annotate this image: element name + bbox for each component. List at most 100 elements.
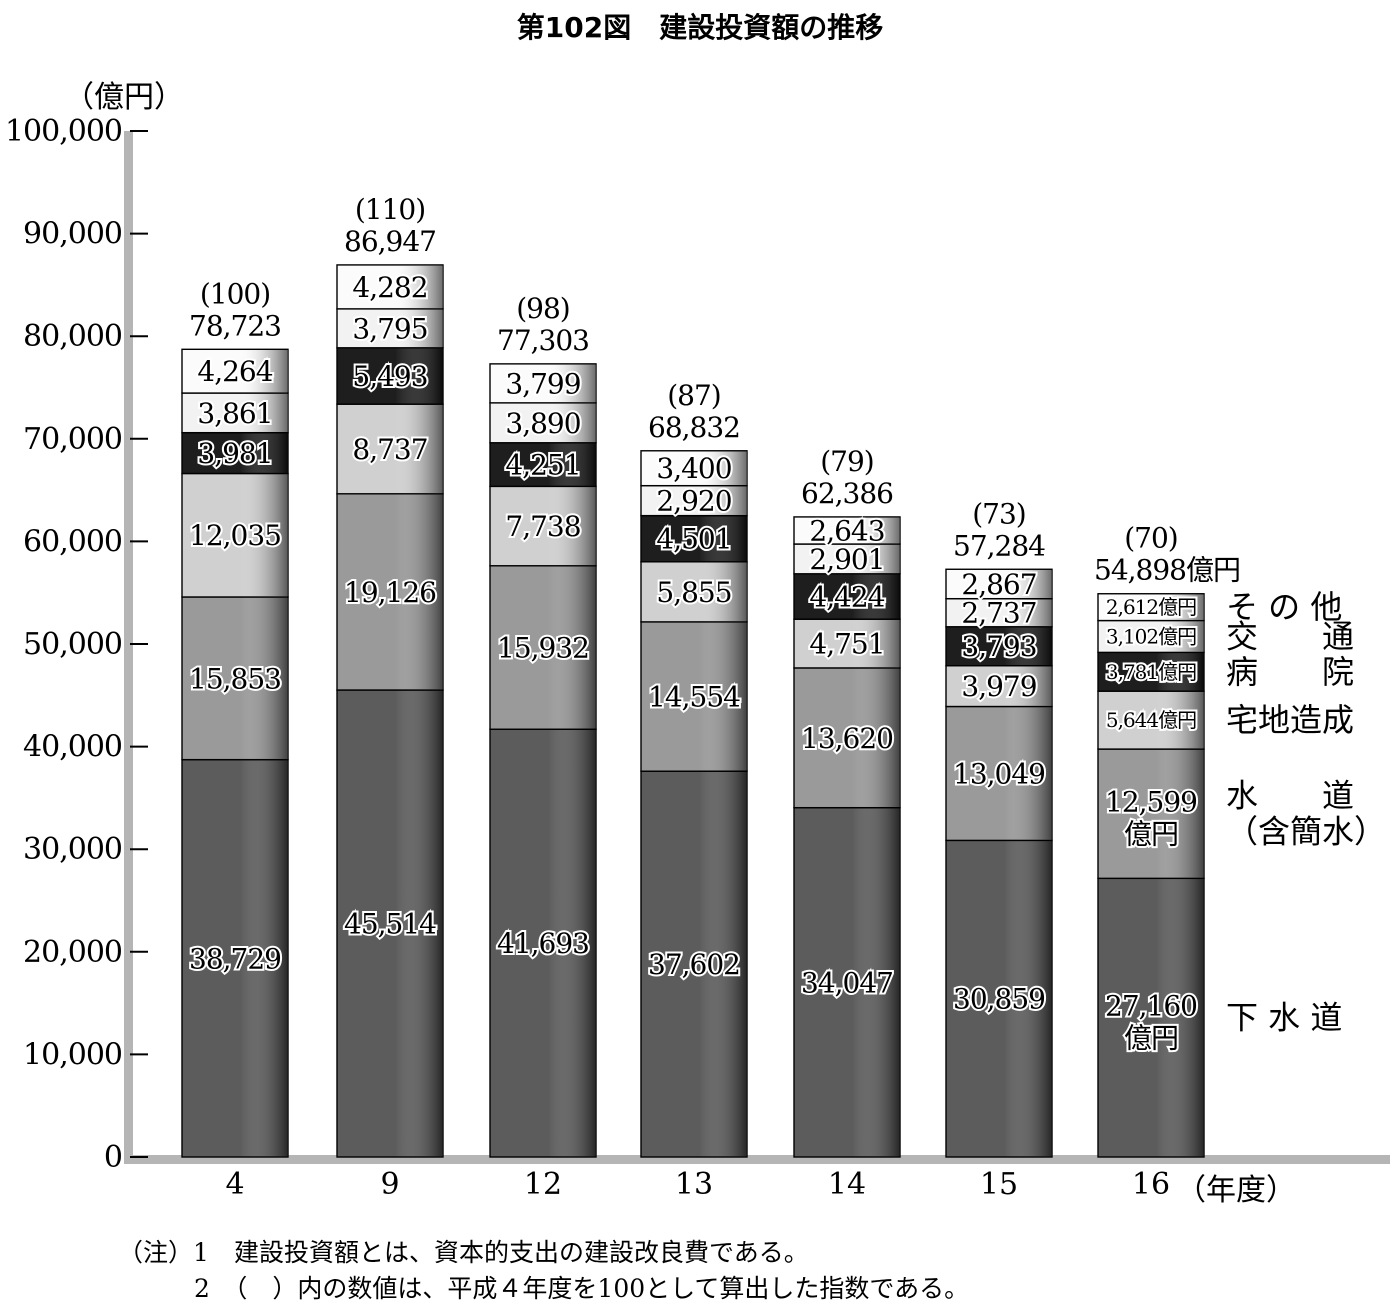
bar-total-label: 54,898億円 (1094, 554, 1240, 587)
y-axis-unit-label: （億円） (64, 80, 184, 115)
segment-value-label: 3,979 (961, 670, 1036, 703)
y-tick-label: 40,000 (23, 730, 122, 765)
bar-segment-shading (947, 627, 1051, 665)
bar-segment-shading (795, 668, 899, 807)
bar-total-label: 78,723 (189, 309, 281, 342)
y-tick-label: 0 (104, 1140, 122, 1175)
segment-value-label: 5,493 (352, 360, 427, 393)
segment-value-label: 45,514 (344, 908, 436, 941)
bar-index-label: (87) (667, 379, 720, 412)
labels-layer: 38,72915,85312,0353,9813,8614,26478,723(… (187, 193, 1241, 1057)
x-tick-label: 16 (1132, 1167, 1170, 1202)
segment-value-label: 13,620 (801, 722, 893, 755)
segment-value-label: 4,501 (656, 523, 731, 556)
bar-segment-shading (642, 516, 746, 562)
bar-index-label: (79) (820, 445, 873, 478)
footnote-1: （注）1 建設投資額とは、資本的支出の建設改良費である。 (118, 1235, 969, 1271)
legend-entry: 水 道 (1226, 777, 1354, 815)
segment-value-label: 37,602 (648, 948, 740, 981)
segment-value-label: 2,643 (809, 514, 884, 547)
bar-segment-shading (642, 451, 746, 485)
bar-segment-shading (338, 404, 442, 494)
axes-layer: 0 10,000 20,000 30,000 40,000 50,000 60,000 70,… (5, 114, 1390, 1202)
bar-segment-shading (183, 433, 287, 473)
legend-layer: 下 水 道 水 道（含簡水） 宅地造成 病 院交 通そ の 他 (1226, 588, 1386, 1037)
y-tick-label: 80,000 (23, 319, 122, 354)
segment-value-label: 3,781億円 (1106, 660, 1196, 684)
bar-segment-shading (1099, 594, 1203, 620)
bar-segment-shading (1099, 621, 1203, 652)
segment-value-label: 27,160 (1105, 990, 1197, 1023)
legend-entry: 病 院 (1226, 653, 1354, 691)
bar-total-label: 77,303 (497, 324, 589, 357)
bar-segment-shading (491, 487, 595, 566)
bar-segment-shading (183, 350, 287, 393)
bar-segment-shading (795, 574, 899, 619)
x-tick-label: 9 (380, 1167, 399, 1202)
x-tick-label: 13 (675, 1167, 713, 1202)
bar-total-label: 86,947 (344, 225, 436, 258)
segment-value-label: 4,751 (809, 628, 884, 661)
y-tick-label: 50,000 (23, 627, 122, 662)
bar-segment-shading (947, 841, 1051, 1157)
bar-segment-shading (947, 707, 1051, 840)
segment-value-label: 5,855 (656, 576, 731, 609)
x-axis-line (124, 1155, 1390, 1164)
segment-value-label: 38,729 (189, 942, 281, 975)
y-tick-label: 90,000 (23, 217, 122, 252)
segment-value-label: 7,738 (505, 510, 580, 543)
segment-value-label: 15,932 (497, 631, 589, 664)
footnote-number: 1 (193, 1238, 209, 1267)
segment-value-label: 2,901 (809, 543, 884, 576)
legend-entry: 宅地造成 (1226, 701, 1354, 739)
bar-segment-shading (947, 569, 1051, 598)
segment-value-label: 3,793 (961, 630, 1036, 663)
segment-value-label: 34,047 (801, 966, 893, 999)
segment-value-label: 2,737 (961, 597, 1036, 630)
y-tick-label: 30,000 (23, 832, 122, 867)
bar-segment-shading (183, 597, 287, 759)
bar-segment-shading (1099, 653, 1203, 691)
segment-value-label: 3,795 (352, 312, 427, 345)
bar-segment-shading (642, 771, 746, 1157)
segment-value-label: 2,867 (961, 568, 1036, 601)
chart-title: 第102図 建設投資額の推移 (516, 11, 884, 44)
bar-segment-shading (795, 619, 899, 668)
segment-value-label: 2,920 (656, 485, 731, 518)
segment-value-label: 4,251 (505, 449, 580, 482)
y-tick-label: 70,000 (23, 422, 122, 457)
y-tick-label: 10,000 (23, 1037, 122, 1072)
segment-value-label: 8,737 (352, 433, 427, 466)
footnote-number: 2 (194, 1274, 210, 1303)
segment-value-label: 19,126 (344, 576, 436, 609)
bar-segment-shading (338, 265, 442, 309)
bar-segment-shading (183, 393, 287, 432)
stacked-bar-chart: 0 10,000 20,000 30,000 40,000 50,000 60,000 70,… (5, 114, 1390, 1202)
y-tick-label: 100,000 (5, 114, 122, 149)
footnotes: （注）1 建設投資額とは、資本的支出の建設改良費である。 2 （ ）内の数値は、… (118, 1235, 969, 1307)
x-tick-label: 14 (828, 1167, 866, 1202)
bar-segment-shading (795, 808, 899, 1157)
segment-value-label: 3,861 (197, 397, 272, 430)
bar-segment-shading (795, 517, 899, 544)
segment-value-label: 4,282 (352, 271, 427, 304)
segment-value-label: 13,049 (953, 757, 1045, 790)
footnote-text: 建設投資額とは、資本的支出の建設改良費である。 (233, 1238, 809, 1267)
bar-segment-shading (491, 403, 595, 443)
bar-index-label: (70) (1124, 522, 1177, 555)
segment-value-label: 2,612億円 (1106, 595, 1196, 619)
bar-segment-shading (338, 348, 442, 404)
x-tick-label: 4 (225, 1167, 244, 1202)
segment-value-label: 億円 (1124, 1022, 1178, 1055)
bar-total-label: 68,832 (648, 411, 740, 444)
segment-value-label: 3,890 (505, 407, 580, 440)
x-axis-unit-label: （年度） (1176, 1173, 1296, 1208)
legend-entry: 下 水 道 (1226, 999, 1342, 1037)
legend-entry: （含簡水） (1226, 813, 1386, 851)
bar-segment-shading (491, 566, 595, 729)
bar-total-label: 57,284 (953, 529, 1045, 562)
bar-segment-shading (1099, 749, 1203, 878)
bar-segment-shading (795, 544, 899, 574)
bar-segment-shading (338, 690, 442, 1157)
segment-value-label: 4,424 (809, 580, 884, 613)
